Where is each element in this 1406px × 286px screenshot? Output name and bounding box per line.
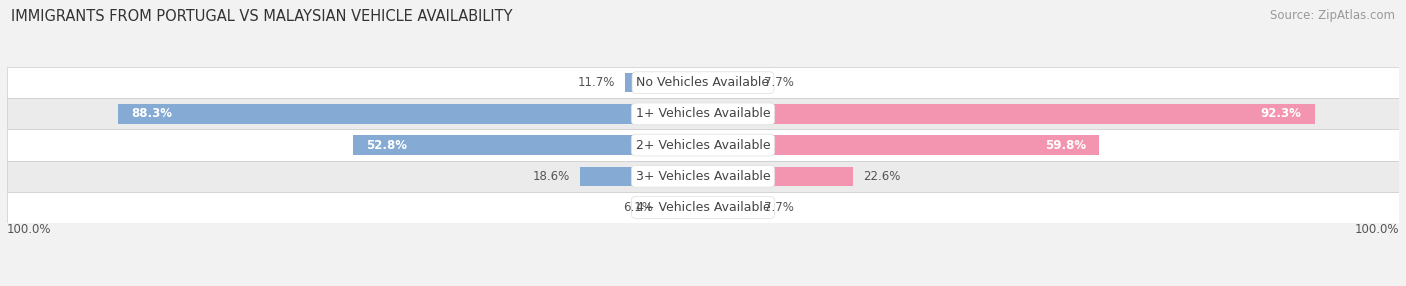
Text: 3+ Vehicles Available: 3+ Vehicles Available: [636, 170, 770, 183]
Bar: [703, 135, 1099, 155]
Text: 22.6%: 22.6%: [863, 170, 900, 183]
Text: 92.3%: 92.3%: [1261, 107, 1302, 120]
Bar: [353, 135, 703, 155]
Bar: [703, 104, 1315, 124]
Text: 11.7%: 11.7%: [578, 76, 616, 89]
Bar: [703, 73, 754, 92]
Bar: [7, 67, 1399, 98]
Text: 2+ Vehicles Available: 2+ Vehicles Available: [636, 139, 770, 152]
Text: 88.3%: 88.3%: [131, 107, 172, 120]
Text: 7.7%: 7.7%: [763, 201, 794, 214]
Text: 7.7%: 7.7%: [763, 76, 794, 89]
Text: 100.0%: 100.0%: [1354, 223, 1399, 236]
Bar: [118, 104, 703, 124]
Text: 59.8%: 59.8%: [1045, 139, 1085, 152]
Bar: [626, 73, 703, 92]
Text: IMMIGRANTS FROM PORTUGAL VS MALAYSIAN VEHICLE AVAILABILITY: IMMIGRANTS FROM PORTUGAL VS MALAYSIAN VE…: [11, 9, 513, 23]
Text: 52.8%: 52.8%: [367, 139, 408, 152]
Bar: [7, 161, 1399, 192]
Bar: [703, 198, 754, 217]
Text: 1+ Vehicles Available: 1+ Vehicles Available: [636, 107, 770, 120]
Text: 100.0%: 100.0%: [7, 223, 52, 236]
Bar: [7, 98, 1399, 130]
Bar: [7, 192, 1399, 223]
Bar: [703, 167, 853, 186]
Text: Source: ZipAtlas.com: Source: ZipAtlas.com: [1270, 9, 1395, 21]
Text: 4+ Vehicles Available: 4+ Vehicles Available: [636, 201, 770, 214]
Legend: Immigrants from Portugal, Malaysian: Immigrants from Portugal, Malaysian: [561, 283, 845, 286]
Bar: [662, 198, 703, 217]
Text: 6.1%: 6.1%: [623, 201, 652, 214]
Bar: [579, 167, 703, 186]
Text: 18.6%: 18.6%: [533, 170, 569, 183]
Bar: [7, 130, 1399, 161]
Text: No Vehicles Available: No Vehicles Available: [637, 76, 769, 89]
